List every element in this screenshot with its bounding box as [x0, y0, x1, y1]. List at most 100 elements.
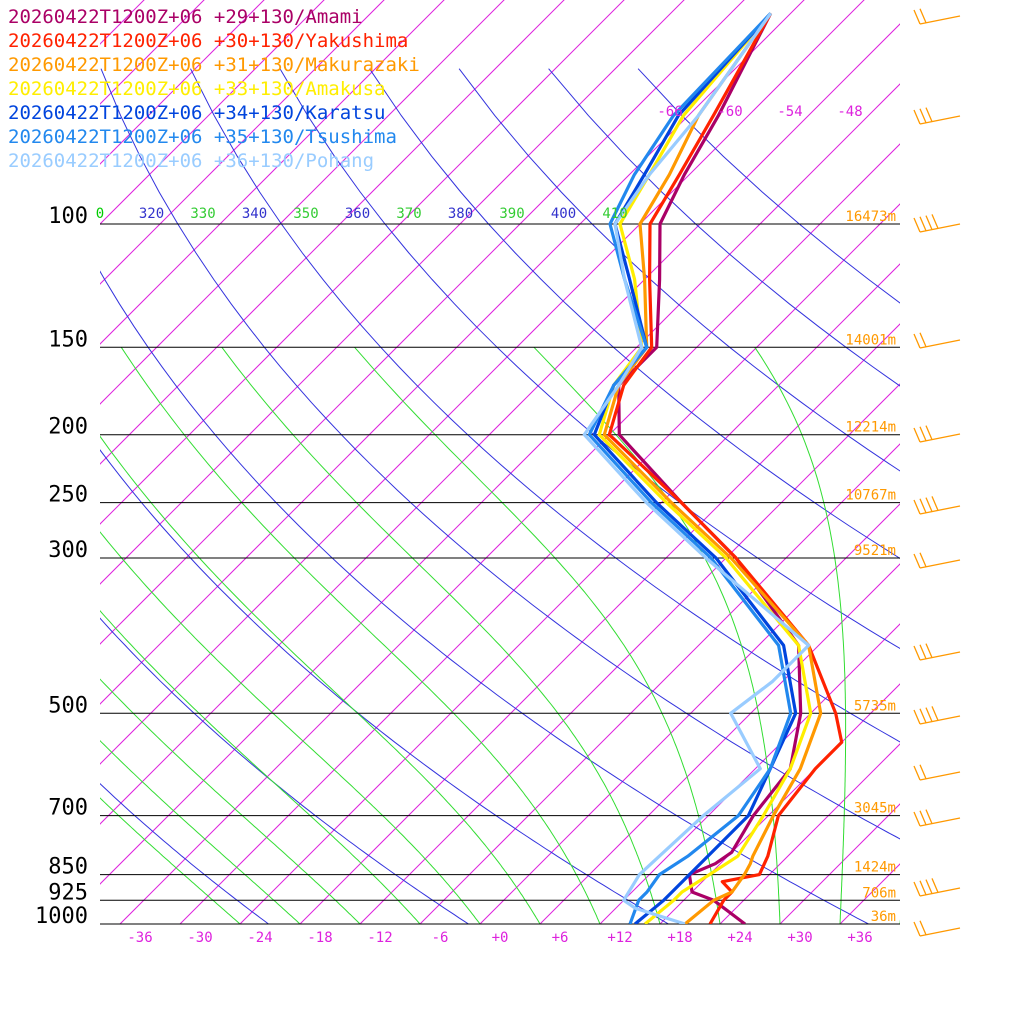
wind-barb	[913, 878, 961, 897]
pressure-label: 500	[48, 693, 88, 718]
pressure-label: 300	[48, 538, 88, 563]
x-tick-label: +36	[847, 930, 872, 946]
isotherm-label: -60	[717, 104, 742, 120]
moist-adiabat-line	[754, 347, 847, 924]
legend-entry: 20260422T1200Z+06 +34+130/Karatsu	[8, 102, 386, 124]
theta-label: 370	[396, 206, 421, 222]
x-tick-label: -12	[367, 930, 392, 946]
legend-entry: 20260422T1200Z+06 +36+130/Pohang	[8, 150, 374, 172]
height-label: 1424m	[854, 860, 896, 876]
dry-adiabat-line	[100, 68, 900, 840]
sounding-line	[597, 12, 813, 924]
wind-barb	[913, 920, 961, 937]
pressure-label: 850	[48, 855, 88, 880]
isotherm-line	[779, 803, 900, 924]
sounding-series	[582, 12, 844, 924]
wind-barb	[913, 643, 961, 661]
wind-barb	[913, 8, 961, 25]
dry-adiabat-line	[637, 68, 900, 304]
dry-adiabat-line	[190, 68, 900, 743]
moist-adiabat-line	[120, 347, 601, 924]
pressure-label: 150	[48, 327, 88, 352]
theta-label: 340	[242, 206, 267, 222]
moist-adiabat-line	[100, 435, 541, 924]
isotherm-line	[100, 0, 505, 405]
sounding-line	[587, 12, 793, 924]
theta-label: 0	[96, 206, 104, 222]
wind-barb	[913, 706, 961, 725]
isotherm-line	[1020, 0, 1024, 924]
height-label: 36m	[871, 909, 896, 925]
x-tick-label: +18	[667, 930, 692, 946]
x-tick-label: +6	[552, 930, 569, 946]
isotherm-line	[419, 443, 900, 924]
wind-barb	[913, 425, 961, 443]
x-tick-label: +30	[787, 930, 812, 946]
moist-adiabat-line	[100, 739, 301, 924]
x-tick-label: +12	[607, 930, 632, 946]
wind-barb	[913, 332, 961, 349]
wind-barbs	[913, 8, 961, 937]
x-tick-label: +0	[492, 930, 509, 946]
legend-entry: 20260422T1200Z+06 +35+130/Tsushima	[8, 126, 397, 148]
isotherm-line	[100, 0, 265, 165]
height-label: 12214m	[845, 420, 896, 436]
wind-barb	[913, 552, 961, 569]
height-label: 706m	[862, 885, 896, 901]
moist-adiabat-line	[354, 346, 721, 924]
pressure-label: 100	[48, 204, 88, 229]
theta-label: 320	[139, 206, 164, 222]
height-label: 16473m	[845, 209, 896, 225]
wind-barb	[913, 496, 961, 515]
legend-entry: 20260422T1200Z+06 +33+130/Amakusa	[8, 78, 386, 100]
isotherm-line	[539, 563, 900, 924]
pressure-label: 250	[48, 483, 88, 508]
theta-label: 400	[551, 206, 576, 222]
theta-label: 390	[499, 206, 524, 222]
legend-entry: 20260422T1200Z+06 +31+130/Makurazaki	[8, 54, 420, 76]
wind-barb	[913, 764, 961, 781]
moist-adiabat-lines	[100, 346, 900, 924]
wind-barb	[913, 214, 961, 233]
pressure-label: 700	[48, 796, 88, 821]
dry-adiabat-line	[100, 783, 269, 924]
moist-adiabat-line	[100, 531, 481, 924]
height-label: 14001m	[845, 332, 896, 348]
isotherm-line	[899, 923, 900, 924]
x-tick-label: -30	[187, 930, 212, 946]
theta-label: 360	[345, 206, 370, 222]
sounding-line	[617, 12, 803, 924]
sounding-line	[602, 12, 823, 924]
isotherm-line	[659, 683, 900, 924]
pressure-label: 1000	[35, 904, 88, 929]
isotherm-line	[839, 863, 900, 924]
isotherm-line	[960, 0, 1024, 924]
dry-adiabat-line	[100, 270, 869, 924]
x-tick-label: -18	[307, 930, 332, 946]
moist-adiabat-line	[100, 610, 421, 924]
x-tick-label: -24	[247, 930, 272, 946]
height-label: 5735m	[854, 698, 896, 714]
height-label: 10767m	[845, 488, 896, 504]
height-label: 9521m	[854, 543, 896, 559]
height-label: 3045m	[854, 801, 896, 817]
legend-entry: 20260422T1200Z+06 +30+130/Yakushima	[8, 30, 408, 52]
dry-adiabat-line	[100, 449, 669, 924]
theta-label: 330	[190, 206, 215, 222]
x-tick-label: -6	[432, 930, 449, 946]
theta-label: 350	[293, 206, 318, 222]
dry-adiabat-line	[100, 617, 469, 924]
isotherm-line	[100, 0, 385, 285]
moist-adiabat-line	[533, 346, 781, 924]
isotherm-line	[100, 0, 325, 225]
isotherm-line	[719, 743, 900, 924]
legend: 20260422T1200Z+06 +29+130/Amami20260422T…	[8, 6, 420, 172]
wind-barb	[913, 107, 961, 125]
isotherm-line	[359, 383, 900, 924]
x-tick-label: -36	[127, 930, 152, 946]
moist-adiabat-line	[221, 347, 661, 924]
pressure-label: 200	[48, 415, 88, 440]
isotherm-line	[299, 323, 900, 924]
